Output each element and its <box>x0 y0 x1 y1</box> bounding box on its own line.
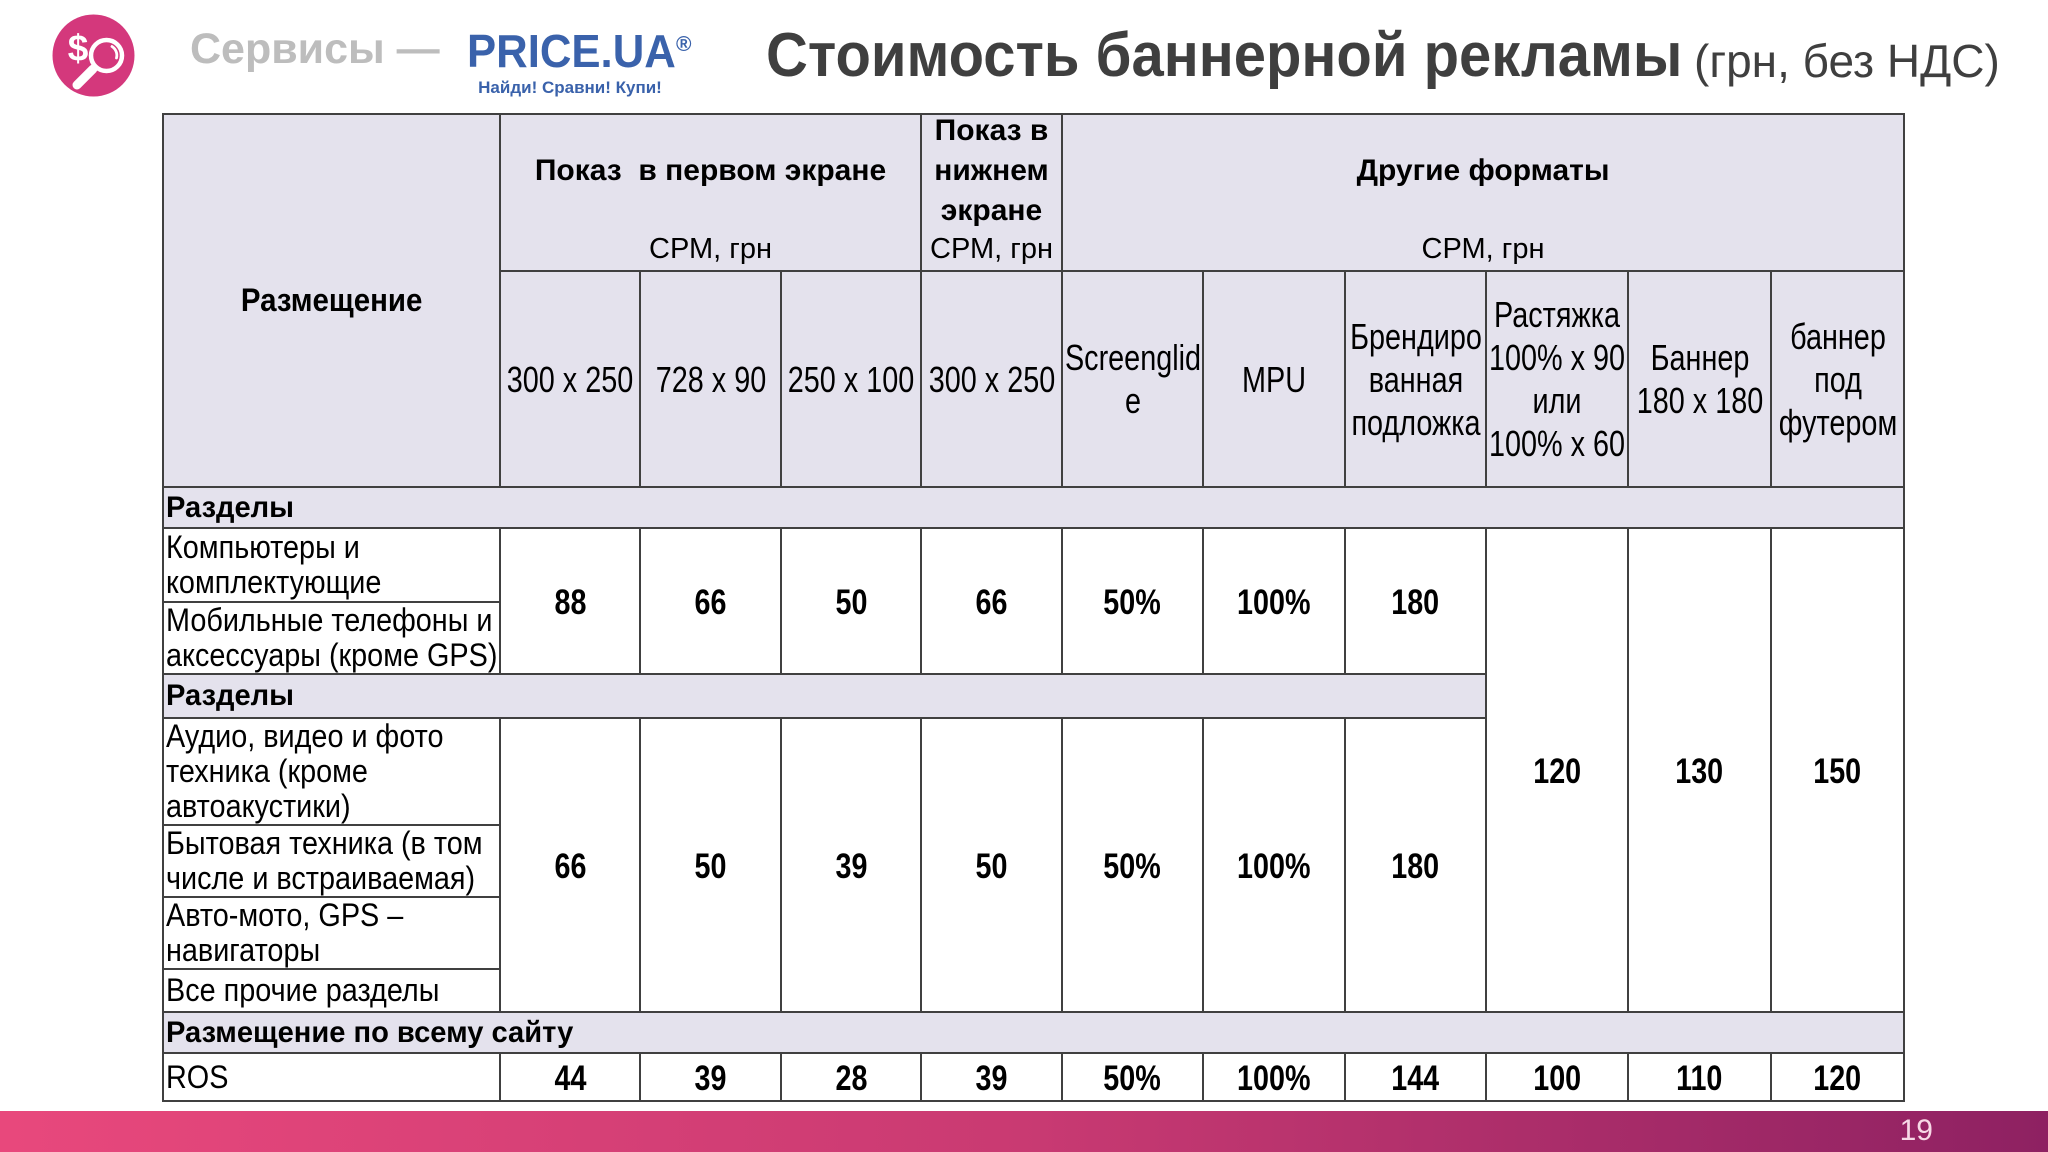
svg-text:$: $ <box>68 28 89 69</box>
